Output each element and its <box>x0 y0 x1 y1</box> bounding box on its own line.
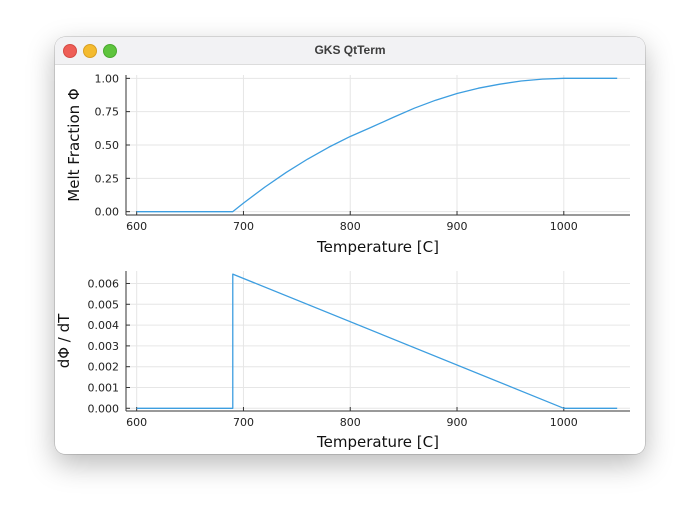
y-tick-label: 0.75 <box>95 106 120 119</box>
zoom-button[interactable] <box>103 44 117 58</box>
x-tick-label: 1000 <box>550 416 578 429</box>
y-tick-label: 0.006 <box>88 277 120 290</box>
minimize-button[interactable] <box>83 44 97 58</box>
y-tick-label: 0.001 <box>88 381 120 394</box>
plot-window: GKS QtTerm 600 700 800 900 1000 0.00 0.25 0.50 0… <box>55 37 645 454</box>
melt-rate-chart: 600 700 800 900 1000 0.000 0.001 0.002 0.003 0.00… <box>55 271 630 451</box>
window-title: GKS QtTerm <box>314 43 386 57</box>
x-tick-label: 800 <box>340 416 361 429</box>
close-button[interactable] <box>63 44 77 58</box>
x-axis-label: Temperature [C] <box>316 238 439 256</box>
y-tick-label: 0.25 <box>95 172 120 185</box>
y-tick-label: 0.003 <box>88 340 120 353</box>
x-tick-label: 1000 <box>550 220 578 233</box>
y-tick-label: 1.00 <box>95 72 120 85</box>
x-tick-label: 700 <box>233 416 254 429</box>
y-tick-label: 0.005 <box>88 298 120 311</box>
x-axis-label: Temperature [C] <box>316 433 439 451</box>
x-tick-label: 600 <box>126 220 147 233</box>
x-tick-label: 600 <box>126 416 147 429</box>
x-tick-label: 900 <box>447 416 468 429</box>
y-tick-label: 0.00 <box>95 206 120 219</box>
series-line <box>136 77 618 213</box>
charts-canvas: 600 700 800 900 1000 0.00 0.25 0.50 0.75 1.00 Temp… <box>55 72 630 451</box>
x-tick-label: 700 <box>233 220 254 233</box>
series-line <box>136 273 618 409</box>
x-tick-label: 800 <box>340 220 361 233</box>
x-tick-label: 900 <box>447 220 468 233</box>
y-tick-label: 0.002 <box>88 361 120 374</box>
y-axis-label: dΦ / dT <box>55 313 73 368</box>
plot-area: 600 700 800 900 1000 0.00 0.25 0.50 0.75 1.00 Temp… <box>55 65 645 454</box>
y-tick-label: 0.50 <box>95 139 120 152</box>
y-tick-label: 0.000 <box>88 402 120 415</box>
melt-fraction-chart: 600 700 800 900 1000 0.00 0.25 0.50 0.75 1.00 Temp… <box>65 72 630 256</box>
title-bar[interactable]: GKS QtTerm <box>55 37 645 65</box>
y-tick-label: 0.004 <box>88 319 120 332</box>
y-axis-label: Melt Fraction Φ <box>65 88 83 201</box>
